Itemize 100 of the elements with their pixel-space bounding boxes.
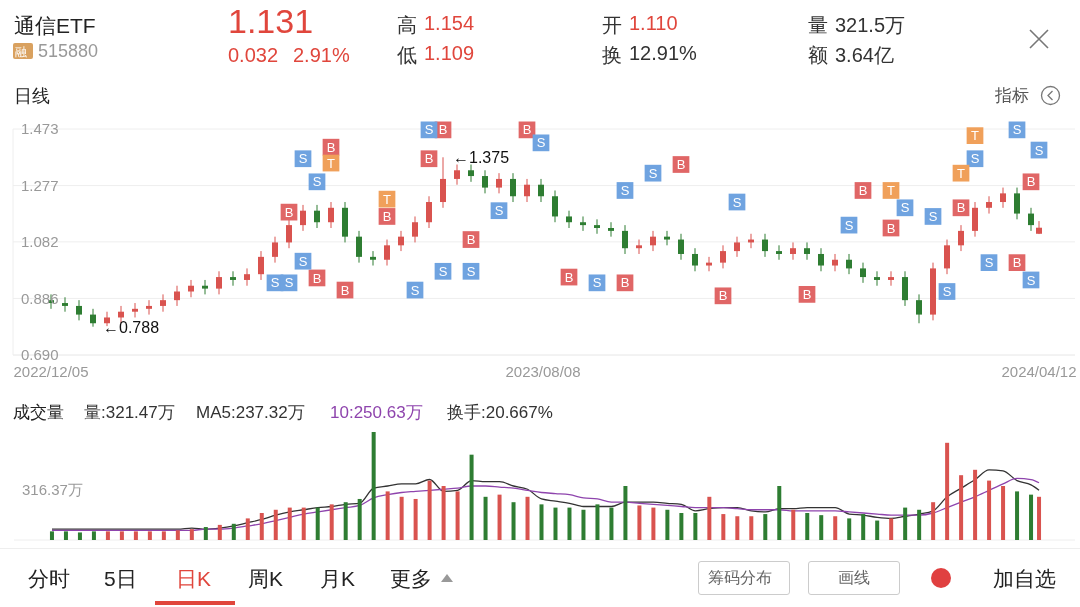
text: 12.91% — [629, 42, 697, 65]
bar — [637, 505, 642, 540]
text: 量 — [808, 13, 828, 38]
text: B — [522, 122, 532, 138]
text: 画线 — [838, 568, 870, 588]
candlestick — [734, 236, 740, 258]
text: S — [1012, 122, 1022, 138]
text: B — [340, 282, 350, 298]
candlestick — [76, 299, 82, 321]
candlestick — [496, 172, 502, 194]
bar — [749, 516, 754, 540]
bar — [819, 515, 824, 540]
text: 量:321.47万 — [84, 402, 175, 424]
bar — [329, 504, 334, 540]
text: S — [942, 284, 952, 300]
candlestick — [846, 253, 852, 275]
bar — [399, 496, 404, 540]
text: 融 — [15, 44, 27, 61]
bar — [315, 507, 320, 540]
bar — [917, 509, 922, 540]
candlestick — [804, 241, 810, 261]
bar — [903, 507, 908, 540]
text: S — [424, 122, 434, 138]
text: 3.64亿 — [835, 43, 894, 68]
bar — [1015, 491, 1020, 540]
candlestick — [902, 270, 908, 307]
text: T — [957, 165, 965, 181]
candlestick — [314, 204, 320, 229]
bar — [427, 480, 432, 540]
bar — [259, 513, 264, 540]
text: B — [718, 288, 728, 304]
candlestick — [958, 224, 964, 252]
candlestick — [566, 210, 572, 229]
candlestick — [188, 279, 194, 298]
bar — [147, 531, 152, 540]
bar — [721, 514, 726, 540]
candlestick — [174, 285, 180, 307]
y-tick-label: 0.690 — [21, 346, 59, 364]
text: 分时 — [28, 566, 70, 592]
text: S — [1026, 272, 1036, 288]
bar — [413, 498, 418, 540]
text: B — [676, 157, 686, 173]
text: S — [536, 135, 546, 151]
bar — [777, 486, 782, 540]
text: S — [284, 275, 294, 291]
text: 高 — [397, 13, 417, 38]
text: 换 — [602, 43, 622, 68]
bar — [805, 513, 810, 540]
text: B — [886, 220, 896, 236]
bar — [301, 507, 306, 540]
candlestick — [552, 189, 558, 223]
candlestick — [972, 201, 978, 238]
text: 5日 — [104, 566, 137, 592]
text: 指标 — [995, 85, 1029, 107]
candlestick — [412, 215, 418, 243]
candlestick — [888, 270, 894, 287]
bar — [357, 498, 362, 540]
text: 额 — [808, 43, 828, 68]
bar — [609, 507, 614, 540]
text: S — [648, 165, 658, 181]
text: 通信ETF — [14, 13, 96, 39]
candlestick — [272, 236, 278, 264]
bar — [707, 496, 712, 540]
bar — [203, 527, 208, 540]
bar — [889, 518, 894, 540]
candlestick — [818, 247, 824, 272]
text: 筹码分布 — [708, 568, 772, 588]
x-tick-label: 2022/12/05 — [13, 363, 89, 380]
candlestick — [762, 233, 768, 258]
text: B — [1012, 255, 1022, 271]
bar — [273, 509, 278, 540]
text: S — [438, 263, 448, 279]
candlestick — [538, 178, 544, 203]
candlestick — [440, 156, 446, 209]
text: 10:250.63万 — [330, 402, 423, 424]
text: B — [424, 151, 434, 167]
bar — [497, 494, 502, 540]
bar — [287, 507, 292, 540]
candlestick — [832, 253, 838, 272]
text: B — [858, 183, 868, 199]
series-label: B — [284, 204, 294, 220]
y-tick-label: 1.473 — [21, 120, 59, 138]
bar — [861, 514, 866, 540]
text: B — [1026, 174, 1036, 190]
candlestick — [692, 247, 698, 272]
series-label: T — [327, 155, 336, 171]
candlestick — [790, 241, 796, 261]
candlestick — [580, 215, 586, 232]
bar — [945, 442, 950, 540]
text: 加自选 — [993, 566, 1056, 592]
candlestick — [258, 250, 264, 281]
text: 日线 — [14, 85, 50, 108]
bar — [105, 531, 110, 540]
candlestick — [720, 244, 726, 269]
bar — [371, 432, 376, 540]
text: S — [984, 255, 994, 271]
bar — [455, 491, 460, 540]
text: 1.110 — [629, 12, 678, 35]
annotation: ←0.788 — [103, 318, 160, 336]
text: B — [438, 122, 448, 138]
